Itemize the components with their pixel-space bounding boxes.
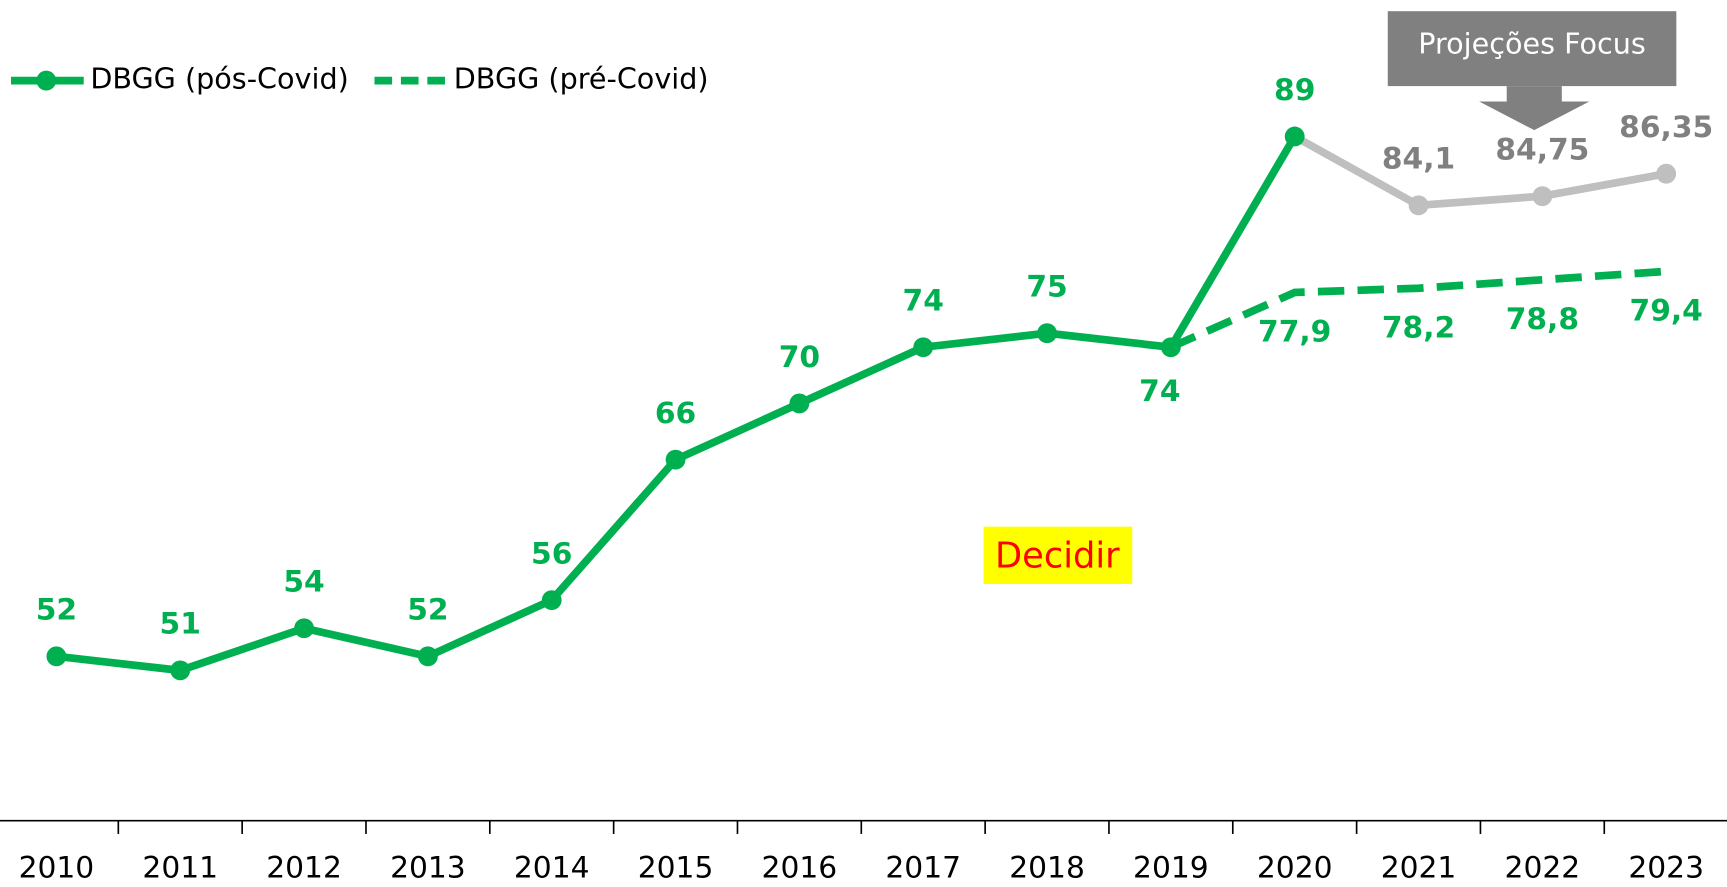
marker bbox=[46, 646, 67, 667]
data-label: 89 bbox=[1274, 73, 1315, 108]
marker bbox=[913, 337, 934, 358]
data-label: 86,35 bbox=[1619, 110, 1713, 145]
data-label: 79,4 bbox=[1630, 294, 1703, 329]
data-label: 78,8 bbox=[1506, 302, 1579, 337]
data-label: 77,9 bbox=[1258, 315, 1331, 350]
x-tick-label: 2021 bbox=[1381, 851, 1457, 886]
marker bbox=[1284, 126, 1305, 147]
data-label: 84,1 bbox=[1382, 142, 1455, 177]
projection-box bbox=[1387, 11, 1677, 87]
marker bbox=[170, 660, 191, 681]
projection-label: Projeções Focus bbox=[1418, 26, 1646, 60]
x-tick-label: 2015 bbox=[638, 851, 714, 886]
marker bbox=[1656, 163, 1677, 184]
data-label: 54 bbox=[283, 565, 324, 600]
data-label: 52 bbox=[407, 593, 448, 628]
line-projection bbox=[1292, 133, 1667, 210]
x-tick-label: 2018 bbox=[1009, 851, 1085, 886]
data-label: 74 bbox=[1139, 374, 1180, 409]
marker bbox=[665, 449, 686, 470]
line-pre-covid bbox=[1169, 267, 1667, 351]
data-label: 84,75 bbox=[1495, 133, 1589, 168]
data-label: 70 bbox=[779, 340, 820, 375]
legend-label: DBGG (pós-Covid) bbox=[90, 62, 348, 96]
x-tick-label: 2022 bbox=[1505, 851, 1581, 886]
data-label: 74 bbox=[903, 284, 944, 319]
x-tick-label: 2011 bbox=[142, 851, 218, 886]
annotation-box bbox=[983, 526, 1133, 584]
marker bbox=[541, 590, 562, 611]
marker bbox=[789, 393, 810, 414]
legend-label: DBGG (pré-Covid) bbox=[454, 62, 709, 96]
x-tick-label: 2014 bbox=[514, 851, 590, 886]
data-label: 66 bbox=[655, 396, 696, 431]
data-label: 75 bbox=[1026, 270, 1067, 305]
data-label: 51 bbox=[160, 607, 201, 642]
marker bbox=[1532, 186, 1553, 207]
marker bbox=[1160, 337, 1181, 358]
annotation: Decidir bbox=[995, 535, 1120, 576]
marker bbox=[1037, 323, 1057, 344]
x-tick-label: 2020 bbox=[1257, 851, 1333, 886]
x-tick-label: 2016 bbox=[762, 851, 838, 886]
marker bbox=[294, 618, 314, 639]
projection-arrow bbox=[1479, 86, 1590, 131]
x-tick-label: 2023 bbox=[1628, 851, 1704, 886]
data-label: 52 bbox=[36, 593, 77, 628]
x-tick-label: 2010 bbox=[19, 851, 95, 886]
data-label: 56 bbox=[531, 536, 572, 571]
x-tick-label: 2013 bbox=[390, 851, 466, 886]
marker bbox=[417, 646, 438, 667]
x-tick-label: 2017 bbox=[885, 851, 961, 886]
x-tick-label: 2019 bbox=[1133, 851, 1209, 886]
data-label: 78,2 bbox=[1382, 310, 1455, 345]
marker bbox=[1408, 195, 1429, 216]
x-tick-label: 2012 bbox=[266, 851, 342, 886]
legend-marker bbox=[36, 70, 57, 91]
